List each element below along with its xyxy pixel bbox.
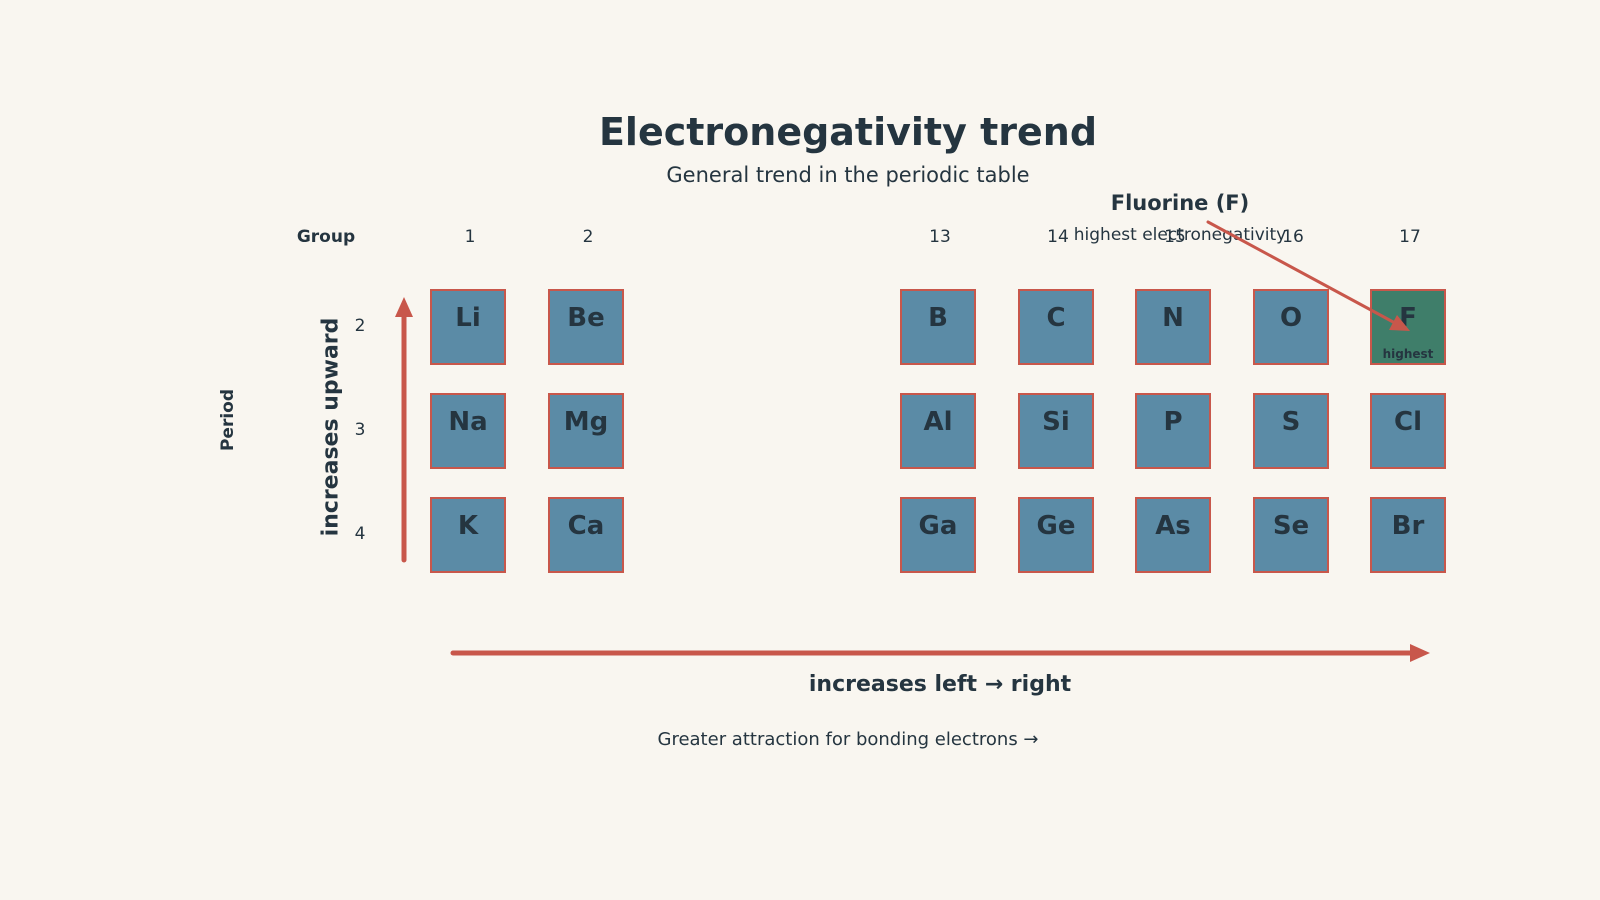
element-cell-br: Br — [1370, 497, 1446, 573]
highest-tag: highest — [1382, 347, 1434, 361]
element-cell-n: N — [1135, 289, 1211, 365]
element-symbol: P — [1163, 407, 1183, 437]
element-cell-al: Al — [900, 393, 976, 469]
group-number: 14 — [1047, 227, 1069, 247]
element-symbol: Ca — [567, 511, 605, 541]
callout-pointer-line — [1206, 220, 1397, 325]
element-cell-ge: Ge — [1018, 497, 1094, 573]
rightward-trend-label: increases left → right — [808, 672, 1072, 697]
element-cell-be: Be — [548, 289, 624, 365]
element-cell-p: P — [1135, 393, 1211, 469]
element-symbol: Br — [1391, 511, 1425, 541]
element-symbol: S — [1281, 407, 1301, 437]
element-cell-as: As — [1135, 497, 1211, 573]
element-cell-cl: Cl — [1370, 393, 1446, 469]
period-number: 2 — [354, 316, 366, 336]
element-symbol: Se — [1272, 511, 1310, 541]
element-cell-s: S — [1253, 393, 1329, 469]
rightward-arrow-head — [1410, 644, 1430, 662]
period-number: 3 — [354, 420, 366, 440]
fluorine-callout-subtitle: highest electronegativity — [1073, 225, 1287, 245]
footer-note: Greater attraction for bonding electrons… — [657, 729, 1039, 750]
upward-arrow-head — [395, 297, 413, 317]
diagram-title: Electronegativity trend — [598, 110, 1098, 154]
element-cell-ca: Ca — [548, 497, 624, 573]
element-cell-se: Se — [1253, 497, 1329, 573]
element-symbol: Ga — [918, 511, 958, 541]
element-symbol: N — [1162, 303, 1184, 333]
element-cell-o: O — [1253, 289, 1329, 365]
element-cell-li: Li — [430, 289, 506, 365]
diagram-subtitle: General trend in the periodic table — [666, 163, 1030, 187]
group-header: Group — [296, 227, 356, 247]
element-cell-k: K — [430, 497, 506, 573]
element-cell-ga: Ga — [900, 497, 976, 573]
callout-pointer-head — [1389, 315, 1410, 331]
group-number: 13 — [929, 227, 951, 247]
element-symbol: As — [1155, 511, 1191, 541]
group-number: 2 — [582, 227, 594, 247]
element-cell-c: C — [1018, 289, 1094, 365]
element-symbol: O — [1279, 303, 1303, 333]
group-number: 1 — [464, 227, 476, 247]
element-symbol: Na — [448, 407, 488, 437]
element-cell-b: B — [900, 289, 976, 365]
element-cell-mg: Mg — [548, 393, 624, 469]
group-number: 15 — [1164, 227, 1186, 247]
group-number: 16 — [1282, 227, 1304, 247]
element-cell-si: Si — [1018, 393, 1094, 469]
element-symbol: Al — [923, 407, 953, 437]
element-symbol: Si — [1042, 407, 1070, 437]
element-symbol: Be — [567, 303, 605, 333]
period-number: 4 — [354, 524, 366, 544]
element-symbol: Li — [455, 303, 481, 333]
element-cell-na: Na — [430, 393, 506, 469]
fluorine-callout-title: Fluorine (F) — [1110, 191, 1250, 215]
element-symbol: B — [928, 303, 948, 333]
element-symbol: Mg — [563, 407, 609, 437]
element-symbol: C — [1046, 303, 1066, 333]
element-symbol: Cl — [1394, 407, 1422, 437]
element-symbol: K — [457, 511, 479, 541]
element-symbol: Ge — [1036, 511, 1076, 541]
group-number: 17 — [1399, 227, 1421, 247]
